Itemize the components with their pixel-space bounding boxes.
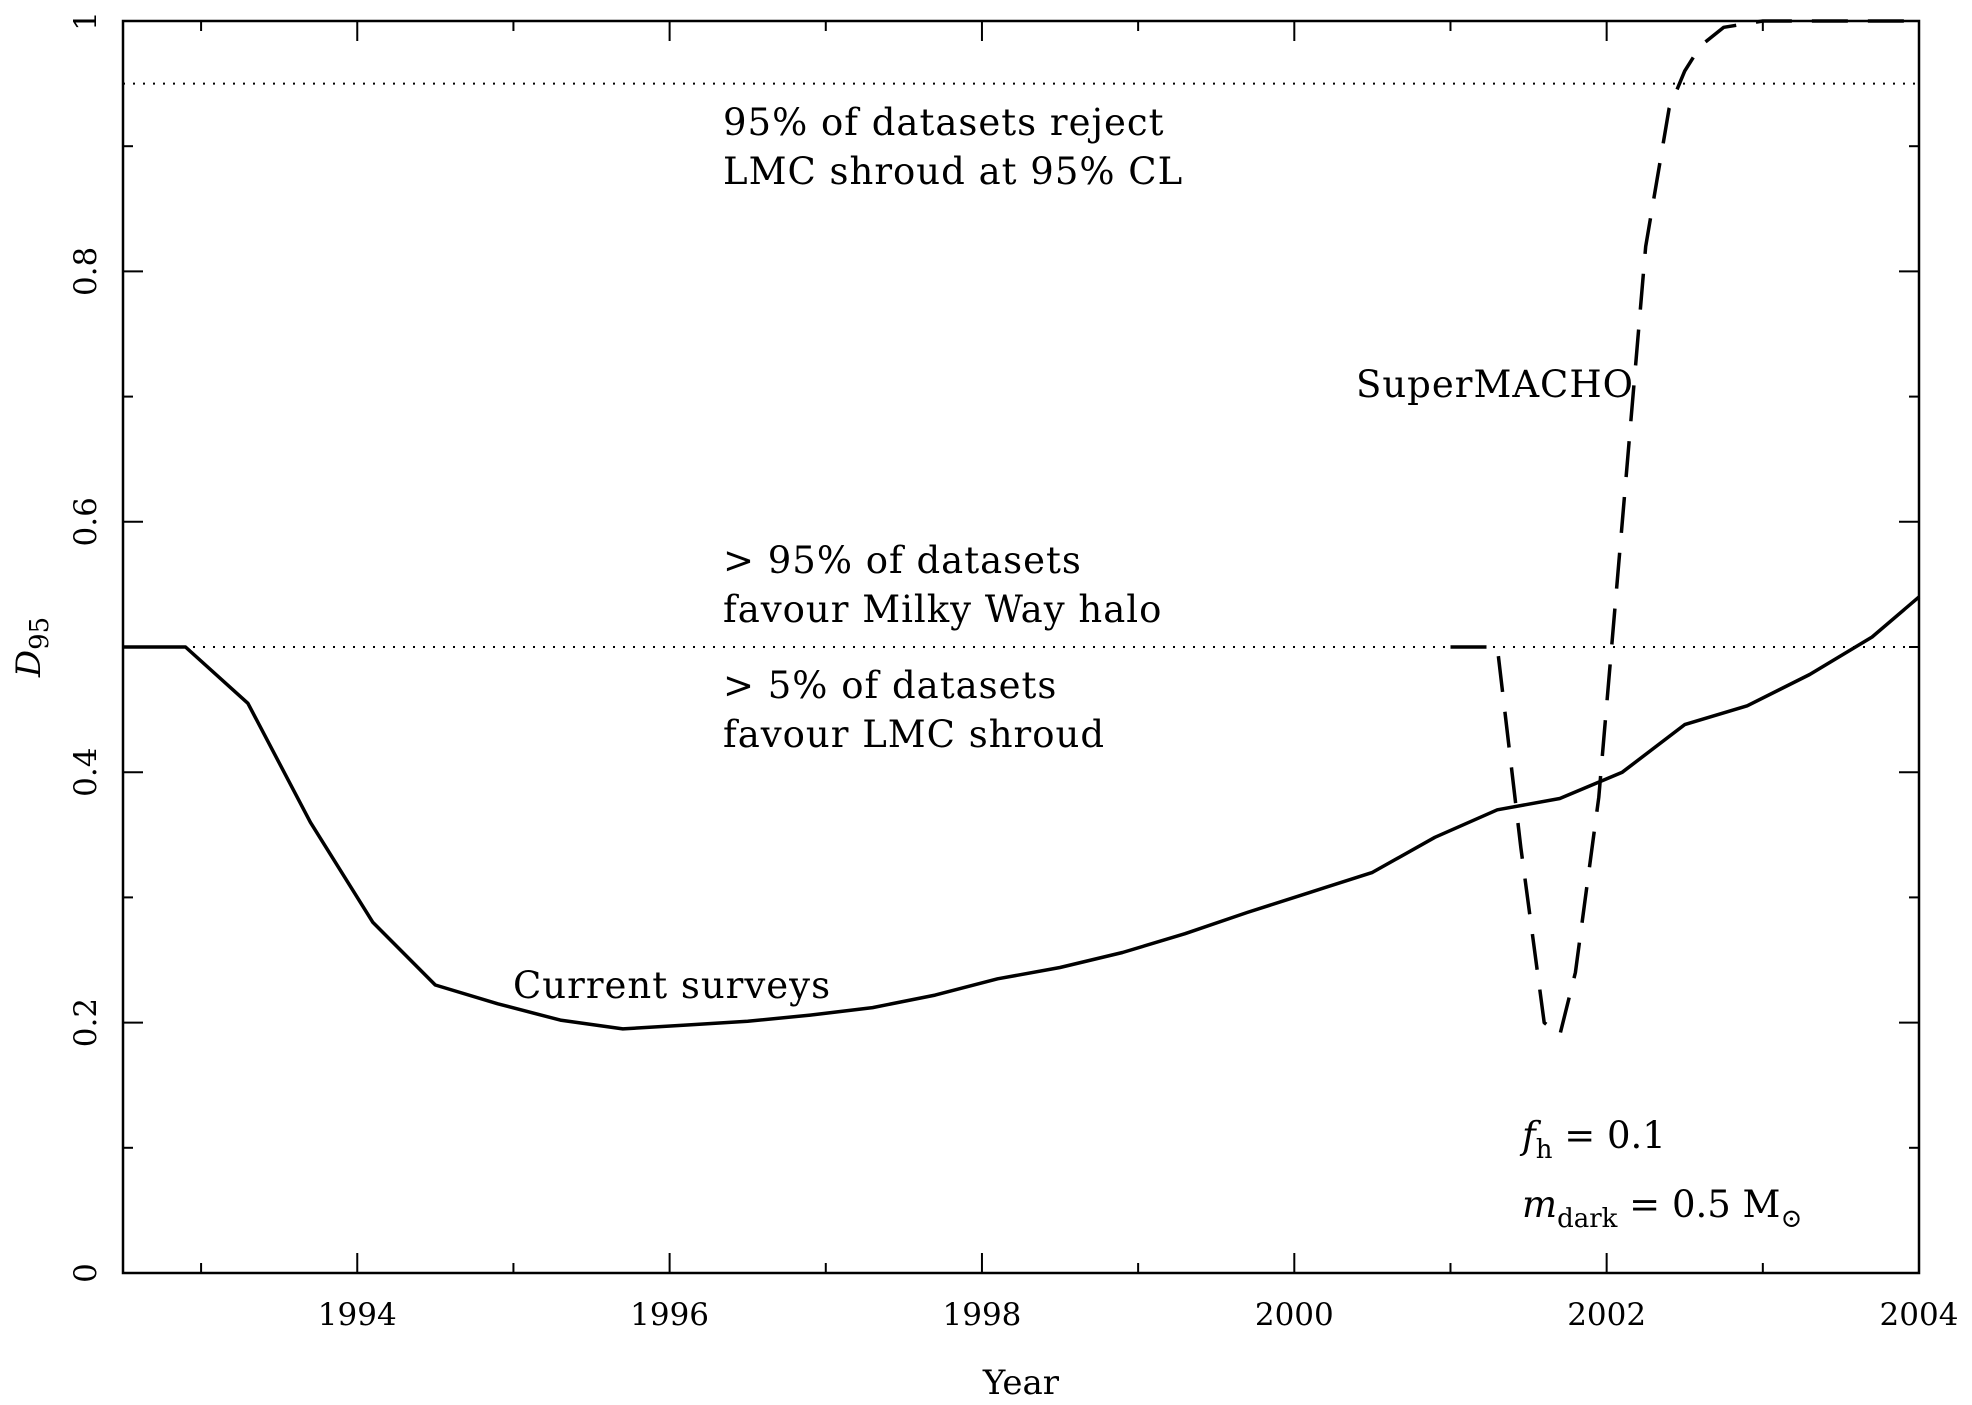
y-tick-label-0.8: 0.8: [68, 247, 104, 296]
y-tick-label-0: 0: [68, 1263, 104, 1283]
y-tick-label-0.2: 0.2: [68, 998, 104, 1047]
parameter-fh: fh = 0.1: [1519, 1114, 1666, 1165]
svg-text:D95: D95: [9, 617, 55, 678]
annotation-favour-lmc-shroud: > 5% of datasets favour LMC shroud: [723, 664, 1105, 756]
y-tick-label-0.6: 0.6: [68, 497, 104, 546]
parameter-fh-value: = 0.1: [1552, 1114, 1665, 1157]
y-axis-label-main: D: [9, 650, 49, 678]
parameter-mdark-var: m: [1522, 1183, 1557, 1226]
x-tick-label-1994: 1994: [318, 1297, 397, 1333]
x-tick-label-1998: 1998: [943, 1297, 1022, 1333]
parameter-fh-sub: h: [1536, 1135, 1553, 1165]
series-lines: [123, 19, 1921, 1037]
x-tick-label-2000: 2000: [1255, 1297, 1334, 1333]
parameter-mdark: mdark = 0.5 M⊙: [1522, 1183, 1802, 1234]
annotation-lmc-line-2: favour LMC shroud: [723, 713, 1105, 756]
series-label-supermacho: SuperMACHO: [1356, 363, 1634, 406]
annotation-milky-way-line-1: > 95% of datasets: [723, 539, 1082, 582]
y-tick-label-1: 1: [68, 11, 104, 31]
x-tick-label-2004: 2004: [1880, 1297, 1959, 1333]
annotation-reject-line-2: LMC shroud at 95% CL: [723, 150, 1183, 193]
annotation-reject-shroud: 95% of datasets reject LMC shroud at 95%…: [723, 101, 1183, 193]
annotation-milky-way-line-2: favour Milky Way halo: [723, 588, 1162, 631]
x-tick-label-1996: 1996: [630, 1297, 709, 1333]
series-line-supermacho: [1450, 19, 1919, 1037]
x-axis-label: Year: [982, 1363, 1060, 1403]
parameter-mdark-value: = 0.5 M: [1617, 1183, 1780, 1226]
y-axis-label: D95: [9, 617, 55, 678]
axis-tick-labels: 1994 1996 1998 2000 2002 2004 0 0.2 0.4 0.6 0.8 1: [68, 11, 1958, 1333]
plot-frame: [121, 19, 1921, 1275]
sun-symbol: ⊙: [1780, 1204, 1802, 1234]
parameter-mdark-sub: dark: [1557, 1204, 1618, 1234]
y-tick-label-0.4: 0.4: [68, 748, 104, 797]
y-axis-label-sub: 95: [25, 617, 55, 650]
annotation-reject-line-1: 95% of datasets reject: [723, 101, 1164, 144]
annotation-lmc-line-1: > 5% of datasets: [723, 664, 1057, 707]
x-tick-label-2002: 2002: [1567, 1297, 1646, 1333]
annotation-favour-milky-way: > 95% of datasets favour Milky Way halo: [723, 539, 1162, 631]
series-label-current-surveys: Current surveys: [513, 964, 831, 1007]
axis-ticks: [123, 20, 1920, 1274]
series-line-current-surveys: [123, 595, 1921, 1031]
